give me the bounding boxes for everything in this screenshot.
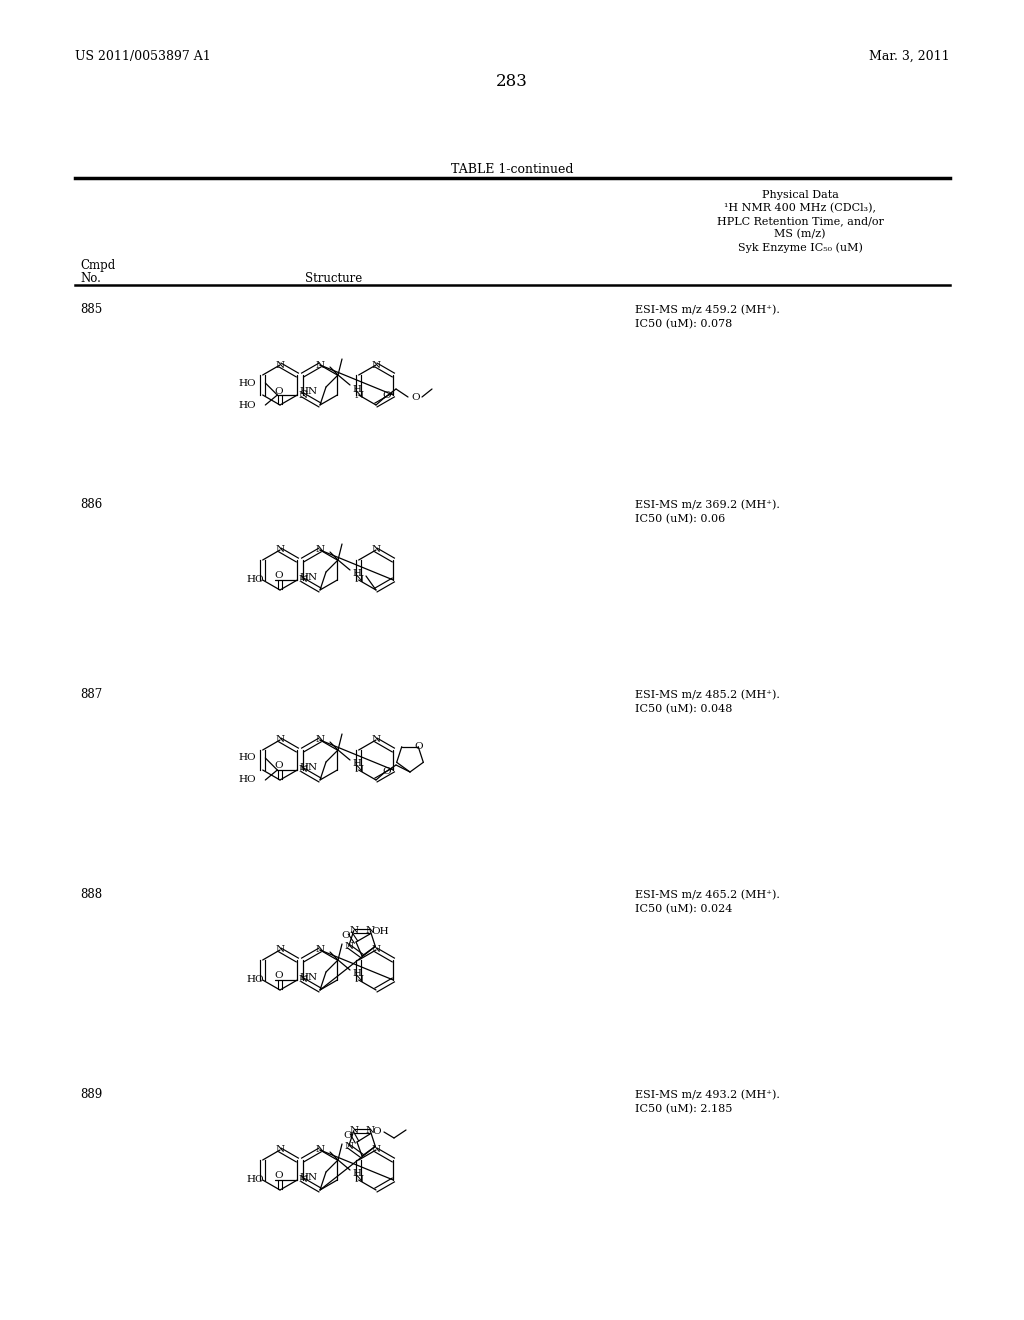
Text: N: N — [354, 1176, 364, 1184]
Text: Syk Enzyme IC₅₀ (uM): Syk Enzyme IC₅₀ (uM) — [737, 242, 862, 252]
Text: IC50 (uM): 0.06: IC50 (uM): 0.06 — [635, 513, 725, 524]
Text: N: N — [275, 945, 285, 954]
Text: ESI-MS m/z 369.2 (MH⁺).: ESI-MS m/z 369.2 (MH⁺). — [635, 500, 780, 511]
Text: ESI-MS m/z 465.2 (MH⁺).: ESI-MS m/z 465.2 (MH⁺). — [635, 890, 780, 900]
Text: IC50 (uM): 0.078: IC50 (uM): 0.078 — [635, 319, 732, 329]
Text: H: H — [352, 384, 361, 393]
Text: N: N — [298, 1176, 307, 1184]
Text: N: N — [366, 1126, 375, 1135]
Text: N: N — [354, 576, 364, 585]
Text: Cmpd: Cmpd — [80, 259, 116, 272]
Text: N: N — [298, 975, 307, 985]
Text: HPLC Retention Time, and/or: HPLC Retention Time, and/or — [717, 216, 884, 226]
Text: O: O — [414, 742, 423, 751]
Text: HO: HO — [247, 975, 264, 985]
Text: N: N — [275, 1146, 285, 1155]
Text: HN: HN — [300, 1172, 318, 1181]
Text: N: N — [354, 391, 364, 400]
Text: O: O — [274, 387, 284, 396]
Text: HN: HN — [300, 763, 318, 771]
Text: N: N — [354, 766, 364, 775]
Text: N: N — [344, 1142, 353, 1151]
Text: Structure: Structure — [305, 272, 362, 285]
Text: 887: 887 — [80, 688, 102, 701]
Text: N: N — [315, 1146, 325, 1155]
Text: IC50 (uM): 0.048: IC50 (uM): 0.048 — [635, 704, 732, 714]
Text: HO: HO — [239, 400, 256, 409]
Text: N: N — [315, 360, 325, 370]
Text: N: N — [344, 942, 353, 950]
Text: HO: HO — [247, 1176, 264, 1184]
Text: HO: HO — [247, 576, 264, 585]
Text: 888: 888 — [80, 888, 102, 902]
Text: N: N — [275, 735, 285, 744]
Text: N: N — [298, 576, 307, 585]
Text: 886: 886 — [80, 498, 102, 511]
Text: ¹H NMR 400 MHz (CDCl₃),: ¹H NMR 400 MHz (CDCl₃), — [724, 203, 876, 214]
Text: O: O — [412, 392, 420, 401]
Text: No.: No. — [80, 272, 101, 285]
Text: H: H — [352, 569, 361, 578]
Text: O: O — [274, 762, 284, 771]
Text: ESI-MS m/z 459.2 (MH⁺).: ESI-MS m/z 459.2 (MH⁺). — [635, 305, 780, 315]
Text: HN: HN — [300, 973, 318, 982]
Text: O: O — [342, 932, 350, 940]
Text: IC50 (uM): 0.024: IC50 (uM): 0.024 — [635, 904, 732, 915]
Text: N: N — [275, 545, 285, 554]
Text: 889: 889 — [80, 1088, 102, 1101]
Text: N: N — [315, 545, 325, 554]
Text: HO: HO — [239, 776, 256, 784]
Text: N: N — [372, 735, 381, 744]
Text: US 2011/0053897 A1: US 2011/0053897 A1 — [75, 50, 211, 63]
Text: N: N — [275, 360, 285, 370]
Text: HO: HO — [239, 379, 256, 388]
Text: HO: HO — [239, 754, 256, 763]
Text: N: N — [372, 545, 381, 554]
Text: Physical Data: Physical Data — [762, 190, 839, 201]
Text: O: O — [383, 767, 391, 776]
Text: H: H — [352, 969, 361, 978]
Text: OH: OH — [371, 928, 389, 936]
Text: N: N — [372, 360, 381, 370]
Text: N: N — [354, 975, 364, 985]
Text: N: N — [315, 735, 325, 744]
Text: Mar. 3, 2011: Mar. 3, 2011 — [869, 50, 950, 63]
Text: N: N — [366, 927, 375, 935]
Text: N: N — [298, 766, 307, 775]
Text: N: N — [372, 1146, 381, 1155]
Text: N: N — [298, 391, 307, 400]
Text: HN: HN — [300, 388, 318, 396]
Text: O: O — [344, 1131, 352, 1140]
Text: N: N — [372, 945, 381, 954]
Text: O: O — [373, 1127, 381, 1137]
Text: MS (m/z): MS (m/z) — [774, 228, 825, 239]
Text: H: H — [352, 759, 361, 768]
Text: H: H — [352, 1170, 361, 1179]
Text: N: N — [349, 927, 358, 935]
Text: ESI-MS m/z 493.2 (MH⁺).: ESI-MS m/z 493.2 (MH⁺). — [635, 1090, 780, 1101]
Text: N: N — [349, 1126, 358, 1135]
Text: 885: 885 — [80, 304, 102, 315]
Text: N: N — [315, 945, 325, 954]
Text: IC50 (uM): 2.185: IC50 (uM): 2.185 — [635, 1104, 732, 1114]
Text: HN: HN — [300, 573, 318, 582]
Text: ESI-MS m/z 485.2 (MH⁺).: ESI-MS m/z 485.2 (MH⁺). — [635, 690, 780, 701]
Text: TABLE 1-continued: TABLE 1-continued — [451, 162, 573, 176]
Text: O: O — [274, 1172, 284, 1180]
Text: O: O — [383, 392, 391, 400]
Text: O: O — [274, 572, 284, 581]
Text: O: O — [274, 972, 284, 981]
Text: 283: 283 — [496, 73, 528, 90]
